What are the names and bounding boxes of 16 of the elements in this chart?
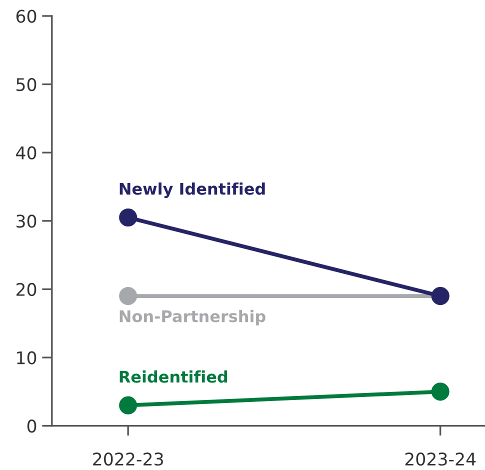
y-tick-label: 0 xyxy=(27,420,36,433)
y-tick-label: 20 xyxy=(16,282,36,296)
point xyxy=(119,396,138,414)
x-tick-label: 2023-24 xyxy=(405,452,476,466)
y-tick-label: 60 xyxy=(16,10,36,23)
y-tick-label: 40 xyxy=(16,146,36,160)
series-label: Non-Partnership xyxy=(120,310,266,326)
series-label: Reidentified xyxy=(120,370,228,383)
point xyxy=(119,287,138,306)
y-tick-label: 50 xyxy=(16,78,36,92)
series-label: Newly Identified xyxy=(120,182,265,198)
point xyxy=(119,208,138,227)
x-tick-label: 2022-23 xyxy=(93,452,163,466)
y-tick-label: 10 xyxy=(17,351,36,364)
point xyxy=(431,382,450,401)
y-tick-label: 30 xyxy=(16,214,36,228)
